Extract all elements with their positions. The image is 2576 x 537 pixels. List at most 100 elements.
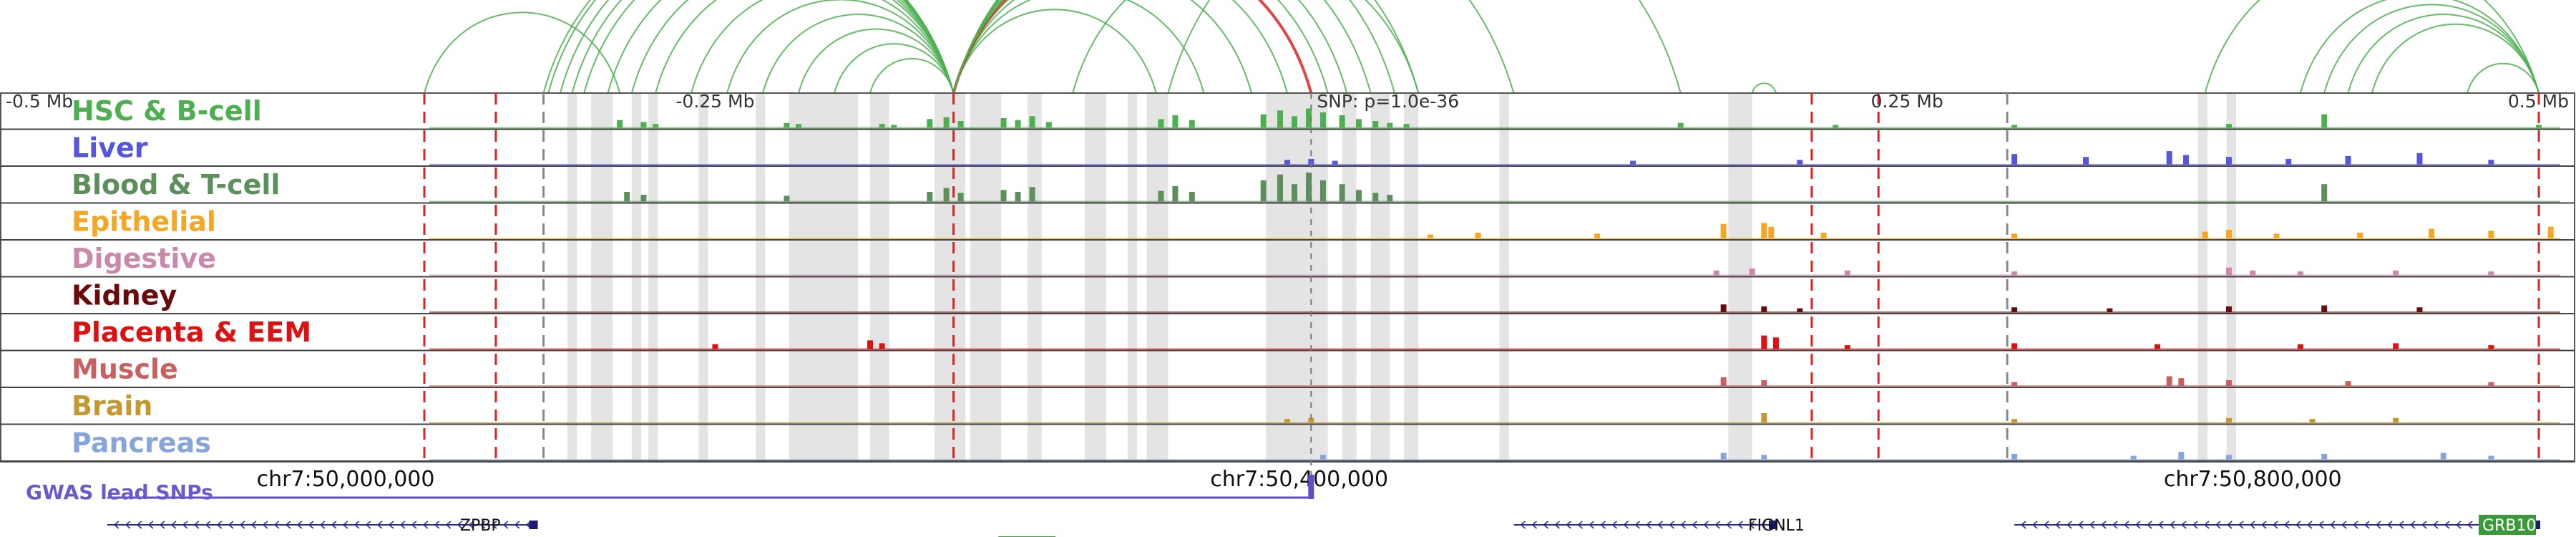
signal-peak (2225, 267, 2232, 276)
gene-strand-arrow (2146, 521, 2152, 529)
signal-peak (2393, 270, 2399, 276)
signal-peak (2250, 270, 2256, 276)
signal-peak (1677, 122, 1684, 128)
signal-peak (1720, 304, 1727, 312)
signal-peak (2011, 125, 2018, 128)
signal-peak (2166, 151, 2172, 165)
track-label: Placenta & EEM (72, 316, 311, 348)
signal-peak (1797, 160, 1803, 165)
gene-strand-arrow (376, 521, 383, 529)
signal-peak (1172, 115, 1179, 128)
gene-strand-arrow (147, 521, 154, 529)
signal-peak (1189, 192, 1195, 202)
signal-peak (2225, 379, 2232, 386)
signal-peak (1768, 226, 1775, 238)
loop-arc (952, 0, 1515, 94)
gene-strand-arrow (136, 521, 142, 529)
loop-arc (583, 0, 955, 94)
loop-arc (952, 0, 1313, 94)
signal-peak (1308, 158, 1314, 165)
gene-strand-arrow (2066, 521, 2072, 529)
gene-strand-arrow (2341, 521, 2347, 529)
signal-peak (1260, 180, 1267, 202)
signal-peak (2321, 114, 2328, 128)
relative-tick-label: 0.5 Mb (2508, 91, 2569, 112)
signal-peak (2182, 155, 2189, 165)
signal-peak (1427, 234, 1433, 238)
gene-strand-arrow (2260, 521, 2267, 529)
signal-peak (879, 343, 885, 349)
gene-strand-arrow (228, 521, 234, 529)
relative-tick-label: 0.25 Mb (1871, 91, 1943, 112)
signal-peak (2202, 231, 2208, 238)
gene-exon (1768, 521, 1777, 529)
gene-strand-arrow (193, 521, 200, 529)
signal-peak (2488, 160, 2494, 165)
gene-strand-arrow (182, 521, 188, 529)
signal-peak (2225, 455, 2232, 460)
track-label: Digestive (72, 243, 216, 274)
signal-peak (2345, 155, 2351, 165)
gene-strand-arrow (388, 521, 394, 529)
signal-peak (2011, 453, 2018, 460)
signal-peak (2011, 307, 2018, 312)
signal-peak (1158, 119, 1164, 128)
gene-strand-arrow (491, 521, 497, 529)
gene-strand-arrow (319, 521, 326, 529)
gene-strand-arrow (1737, 521, 1743, 529)
loop-arc (762, 14, 955, 94)
track-label: Muscle (72, 354, 178, 385)
signal-peak (867, 340, 873, 349)
signal-peak (784, 195, 790, 202)
track-labels: HSC & B-cell Liver Blood & T-cell Epithelia… (72, 95, 311, 459)
signal-peak (2285, 158, 2292, 165)
signal-peak (1475, 232, 1481, 238)
signal-peak (957, 193, 964, 202)
gene-strand-arrow (1657, 521, 1663, 529)
signal-peak (1000, 190, 1007, 202)
gene-strand-arrow (2192, 521, 2198, 529)
signal-peak (1277, 110, 1284, 128)
loop-arc (424, 11, 621, 94)
gene-strand-arrow (422, 521, 429, 529)
signal-peak (1305, 108, 1312, 128)
gene-strand-arrow (2363, 521, 2370, 529)
signal-peak (2536, 125, 2542, 128)
signal-peak (2321, 305, 2328, 312)
gene-strand-arrow (2375, 521, 2381, 529)
loop-arc (2371, 24, 2540, 94)
gene-strand-arrow (2444, 521, 2450, 529)
signal-peak (1015, 192, 1021, 202)
signal-peak (1844, 270, 1850, 276)
track-label: Brain (72, 390, 152, 422)
signal-peak (1372, 121, 1379, 128)
gene-strand-arrow (445, 521, 452, 529)
gene-strand-arrow (159, 521, 165, 529)
signal-peak (796, 124, 802, 128)
signal-peak (1260, 114, 1267, 128)
gene-strand-arrow (2031, 521, 2038, 529)
gene-strand-arrow (2043, 521, 2049, 529)
gene-strand-arrow (2054, 521, 2061, 529)
gene-strand-arrow (1600, 521, 1606, 529)
loop-arc (952, 0, 1205, 94)
signal-peak (1403, 124, 1410, 128)
signal-peak (1594, 233, 1601, 238)
gene-strand-arrow (434, 521, 440, 529)
gene-strand-arrow (2398, 521, 2404, 529)
loop-arc (869, 58, 955, 94)
loop-arc (952, 9, 1157, 94)
signal-peak (1308, 417, 1314, 423)
signal-peak (1355, 190, 1362, 202)
loop-arc (798, 28, 955, 94)
signal-peak (2166, 376, 2172, 386)
signal-peak (1189, 120, 1195, 128)
signal-peak (2154, 344, 2160, 349)
signal-peak (879, 124, 885, 128)
gene-strand-arrow (1680, 521, 1686, 529)
gene-strand-arrow (1760, 521, 1766, 529)
signal-peak (1319, 180, 1326, 202)
gene-strand-arrow (2169, 521, 2175, 529)
gene-strand-arrow (2432, 521, 2439, 529)
loop-arc (607, 0, 955, 94)
